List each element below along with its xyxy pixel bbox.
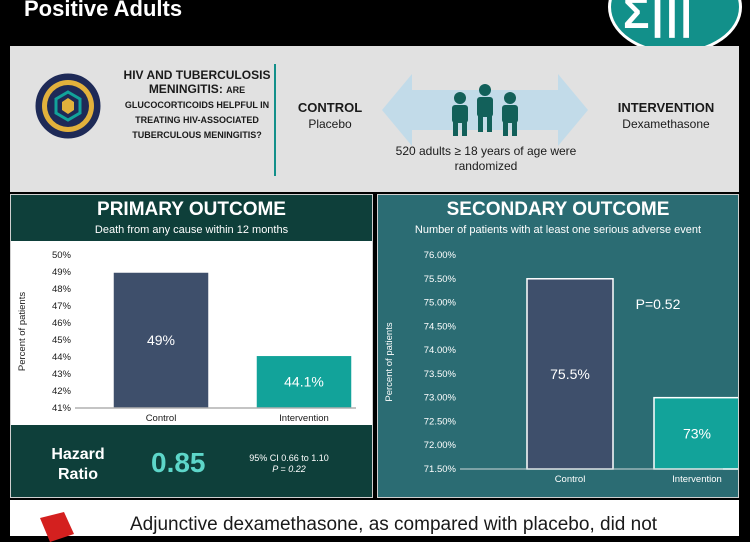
hazard-ratio-value: 0.85 bbox=[151, 447, 206, 478]
y-tick-label: 74.00% bbox=[424, 345, 457, 356]
data-label: 44.1% bbox=[284, 374, 324, 390]
y-tick-label: 41% bbox=[52, 403, 72, 414]
y-tick-label: 75.50% bbox=[424, 274, 457, 285]
y-tick-label: 75.00% bbox=[424, 298, 457, 309]
bar-intervention bbox=[653, 396, 738, 470]
bar-control bbox=[112, 271, 210, 409]
y-axis-label: Percent of patients bbox=[17, 292, 28, 371]
secondary-chart: 71.50% 72.00% 72.50% 73.00% 73.50% 74.00% 74.5… bbox=[384, 250, 738, 485]
y-tick-label: 72.00% bbox=[424, 440, 457, 451]
y-tick-label: 76.00% bbox=[424, 250, 457, 261]
y-tick-label: 44% bbox=[52, 352, 72, 363]
y-tick-label: 50% bbox=[52, 250, 72, 261]
p-text: P = 0.22 bbox=[272, 464, 306, 474]
control-sub: Placebo bbox=[308, 117, 352, 131]
y-tick-label: 74.50% bbox=[424, 321, 457, 332]
data-label: 75.5% bbox=[550, 366, 590, 382]
double-arrow-icon bbox=[382, 74, 588, 146]
secondary-subtitle: Number of patients with at least one ser… bbox=[414, 224, 702, 236]
people-icon bbox=[452, 84, 518, 136]
conclusion-text: Adjunctive dexamethasone, as compared wi… bbox=[130, 514, 658, 535]
intervention-sub: Dexamethasone bbox=[622, 117, 710, 131]
primary-outcome-panel: PRIMARY OUTCOME Death from any cause wit… bbox=[10, 194, 373, 498]
data-label: 73% bbox=[683, 425, 711, 441]
logo-glyph: Σ||| bbox=[623, 0, 695, 38]
primary-subtitle: Death from any cause within 12 months bbox=[94, 224, 289, 236]
y-tick-label: 73.00% bbox=[424, 393, 457, 404]
hazard-ratio-ci: 95% CI 0.66 to 1.10 P = 0.22 bbox=[239, 453, 339, 475]
y-tick-label: 48% bbox=[52, 284, 72, 295]
primary-chart-area: 41% 42% 43% 44% 45% 46% 47% 48% 49% 50% Percent of… bbox=[11, 241, 372, 425]
intervention-label: INTERVENTION bbox=[617, 100, 715, 115]
x-tick-label: Intervention bbox=[672, 474, 722, 485]
secondary-title: SECONDARY OUTCOME bbox=[446, 199, 670, 220]
y-tick-label: 42% bbox=[52, 386, 72, 397]
y-tick-label: 49% bbox=[52, 267, 72, 278]
divider bbox=[274, 64, 276, 176]
randomized-text: 520 adults ≥ 18 years of age were random… bbox=[395, 144, 577, 173]
y-tick-label: 73.50% bbox=[424, 369, 457, 380]
y-tick-label: 71.50% bbox=[424, 464, 457, 475]
study-question: HIV AND TUBERCULOSIS MENINGITIS: ARE GLU… bbox=[122, 68, 272, 142]
hazard-ratio: Hazard Ratio 0.85 95% CI 0.66 to 1.10 P … bbox=[11, 425, 372, 497]
control-label: CONTROL bbox=[297, 100, 363, 115]
study-question-text: ARE GLUCOCORTICOIDS HELPFUL IN TREATING … bbox=[124, 85, 270, 140]
book-icon bbox=[40, 512, 74, 542]
y-tick-label: 43% bbox=[52, 369, 72, 380]
y-tick-label: 72.50% bbox=[424, 416, 457, 427]
x-tick-label: Intervention bbox=[279, 413, 329, 424]
hiv-virus-icon bbox=[34, 72, 102, 140]
conclusion-bar: Adjunctive dexamethasone, as compared wi… bbox=[10, 500, 739, 542]
y-axis-label: Percent of patients bbox=[384, 322, 395, 401]
y-tick-label: 47% bbox=[52, 301, 72, 312]
y-tick-label: 46% bbox=[52, 318, 72, 329]
page-title: Positive Adults bbox=[24, 0, 183, 21]
p-value-annotation: P=0.52 bbox=[636, 296, 681, 312]
primary-chart: 41% 42% 43% 44% 45% 46% 47% 48% 49% 50% Percent of… bbox=[17, 250, 356, 424]
y-tick-label: 45% bbox=[52, 335, 72, 346]
bar-intervention bbox=[255, 354, 353, 409]
study-title: HIV AND TUBERCULOSIS MENINGITIS: bbox=[123, 68, 271, 96]
x-tick-label: Control bbox=[555, 474, 586, 485]
secondary-chart-area: 71.50% 72.00% 72.50% 73.00% 73.50% 74.00% 74.5… bbox=[378, 241, 738, 493]
x-tick-label: Control bbox=[146, 413, 177, 424]
primary-title: PRIMARY OUTCOME bbox=[97, 199, 286, 220]
secondary-outcome-panel: SECONDARY OUTCOME Number of patients wit… bbox=[377, 194, 739, 498]
data-label: 49% bbox=[147, 332, 175, 348]
study-summary: HIV AND TUBERCULOSIS MENINGITIS: ARE GLU… bbox=[10, 46, 739, 192]
ci-text: 95% CI 0.66 to 1.10 bbox=[249, 453, 329, 463]
hazard-ratio-label: Hazard Ratio bbox=[51, 446, 105, 483]
